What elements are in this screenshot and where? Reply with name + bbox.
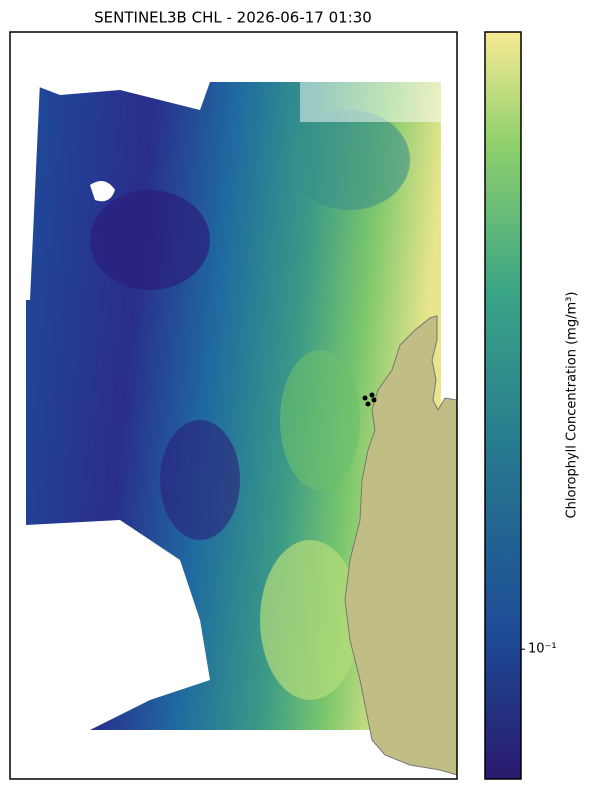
- station-markers: [362, 392, 377, 407]
- map-frame: [9, 31, 458, 780]
- colorbar-tick-label: 10⁻¹: [528, 642, 557, 657]
- land: [344, 315, 458, 776]
- colorbar: [484, 31, 522, 780]
- colorbar-label: Chlorophyll Concentration (mg/m³): [565, 292, 580, 519]
- chlorophyll-field: [26, 82, 441, 730]
- map-title: SENTINEL3B CHL - 2026-06-17 01:30: [94, 9, 372, 27]
